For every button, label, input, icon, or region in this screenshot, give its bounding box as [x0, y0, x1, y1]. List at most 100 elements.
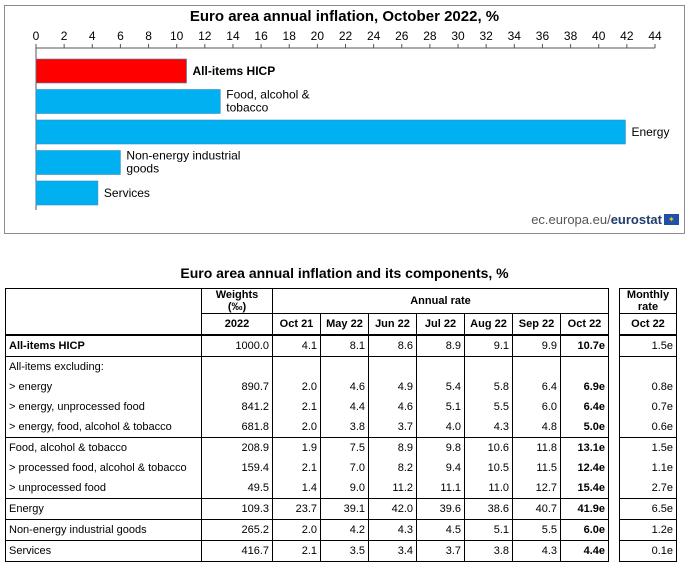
weight-cell: 49.5 [201, 478, 273, 499]
rate-cell: 8.1 [320, 334, 369, 357]
row-label: > processed food, alcohol & tobacco [5, 458, 202, 478]
eu-flag-icon [664, 214, 679, 225]
rate-cell: 9.8 [416, 437, 465, 458]
rate-cell: 38.6 [464, 498, 513, 520]
rate-cell: 10.7e [560, 334, 609, 357]
rate-cell: 9.9 [512, 334, 561, 357]
rate-cell: 23.7 [272, 498, 321, 520]
table-row: Services 416.7 2.1 3.5 3.4 3.7 3.8 4.3 4.4e 0.1e [5, 540, 677, 562]
rate-cell: 39.6 [416, 498, 465, 520]
x-tick-label: 2 [61, 29, 68, 43]
rate-cell: 7.0 [320, 458, 369, 478]
monthly-cell [619, 356, 677, 377]
row-label: Services [5, 540, 202, 562]
rate-cell: 4.3 [368, 519, 417, 541]
month-header: May 22 [320, 313, 369, 336]
rate-cell: 6.0e [560, 519, 609, 541]
rate-cell: 42.0 [368, 498, 417, 520]
rate-cell: 11.5 [512, 458, 561, 478]
weight-cell [201, 356, 273, 377]
month-header: Jun 22 [368, 313, 417, 336]
rate-cell [464, 356, 513, 377]
rate-cell [272, 356, 321, 377]
table-row: > processed food, alcohol & tobacco 159.4… [5, 458, 677, 478]
rate-cell: 4.8 [512, 417, 561, 438]
bar-label: Services [104, 186, 150, 200]
rate-cell: 3.4 [368, 540, 417, 562]
rate-cell: 11.0 [464, 478, 513, 499]
rate-cell: 9.4 [416, 458, 465, 478]
x-tick-label: 0 [33, 29, 40, 43]
x-tick-label: 42 [620, 29, 634, 43]
x-tick-label: 8 [145, 29, 152, 43]
rate-cell: 1.4 [272, 478, 321, 499]
rate-cell: 4.9 [368, 377, 417, 397]
x-tick-label: 4 [89, 29, 96, 43]
rate-cell: 11.1 [416, 478, 465, 499]
table-row: > unprocessed food 49.5 1.4 9.0 11.2 11.1 11.0… [5, 478, 677, 499]
weight-cell: 841.2 [201, 397, 273, 417]
monthly-cell: 1.2e [619, 519, 677, 541]
rate-cell: 6.4 [512, 377, 561, 397]
x-tick-label: 40 [592, 29, 606, 43]
monthly-cell: 0.7e [619, 397, 677, 417]
rate-cell: 4.3 [464, 417, 513, 438]
weight-cell: 1000.0 [201, 334, 273, 357]
bar-1 [35, 89, 221, 114]
weight-cell: 681.8 [201, 417, 273, 438]
rate-cell [416, 356, 465, 377]
month-header: Sep 22 [512, 313, 561, 336]
rate-cell: 4.6 [320, 377, 369, 397]
x-tick-label: 44 [648, 29, 662, 43]
rate-cell [368, 356, 417, 377]
source-credit: ec.europa.eu/eurostat [531, 212, 679, 227]
rate-cell: 3.8 [320, 417, 369, 438]
row-label: > energy [5, 377, 202, 397]
rate-cell: 7.5 [320, 437, 369, 458]
rate-cell: 2.1 [272, 458, 321, 478]
rate-cell: 2.1 [272, 540, 321, 562]
annual-rate-header: Annual rate [272, 288, 609, 314]
bar-3 [35, 150, 121, 175]
bar-0 [35, 58, 187, 84]
rate-cell: 15.4e [560, 478, 609, 499]
rate-cell: 6.4e [560, 397, 609, 417]
rate-cell: 4.4e [560, 540, 609, 562]
table-title: Euro area annual inflation and its compo… [180, 265, 509, 281]
rate-cell: 10.5 [464, 458, 513, 478]
rate-cell: 5.1 [464, 519, 513, 541]
row-label: > unprocessed food [5, 478, 202, 499]
rate-cell: 8.6 [368, 334, 417, 357]
table-row: Non-energy industrial goods 265.2 2.0 4.2 4.… [5, 519, 677, 541]
monthly-rate-header: Monthly rate [619, 288, 677, 314]
month-header: Aug 22 [464, 313, 513, 336]
rate-cell: 2.0 [272, 417, 321, 438]
rate-cell: 5.0e [560, 417, 609, 438]
row-label: Non-energy industrial goods [5, 519, 202, 541]
table-row: > energy, unprocessed food 841.2 2.1 4.4 4.6… [5, 397, 677, 417]
row-label: Energy [5, 498, 202, 520]
bar-label: Non-energy industrial [126, 149, 240, 163]
rate-cell: 41.9e [560, 498, 609, 520]
rate-cell: 2.0 [272, 377, 321, 397]
rate-cell: 1.9 [272, 437, 321, 458]
row-label: > energy, food, alcohol & tobacco [5, 417, 202, 438]
weight-cell: 208.9 [201, 437, 273, 458]
rate-cell: 3.7 [368, 417, 417, 438]
rate-cell: 39.1 [320, 498, 369, 520]
x-tick-label: 30 [451, 29, 465, 43]
rate-cell: 5.4 [416, 377, 465, 397]
rate-cell: 8.2 [368, 458, 417, 478]
rate-cell: 2.1 [272, 397, 321, 417]
bar-label: All-items HICP [193, 64, 276, 78]
rate-cell: 8.9 [416, 334, 465, 357]
rate-cell: 3.7 [416, 540, 465, 562]
monthly-cell: 1.5e [619, 437, 677, 458]
bar-chart: 0 2 4 6 8 10 12 14 16 18 20 22 24 26 28 30 32 34 36 38 40 42 4… [33, 29, 669, 210]
rate-cell: 8.9 [368, 437, 417, 458]
rate-cell: 3.5 [320, 540, 369, 562]
month-header: Oct 22 [560, 313, 609, 336]
monthly-cell: 0.1e [619, 540, 677, 562]
monthly-cell: 6.5e [619, 498, 677, 520]
rate-cell: 3.8 [464, 540, 513, 562]
